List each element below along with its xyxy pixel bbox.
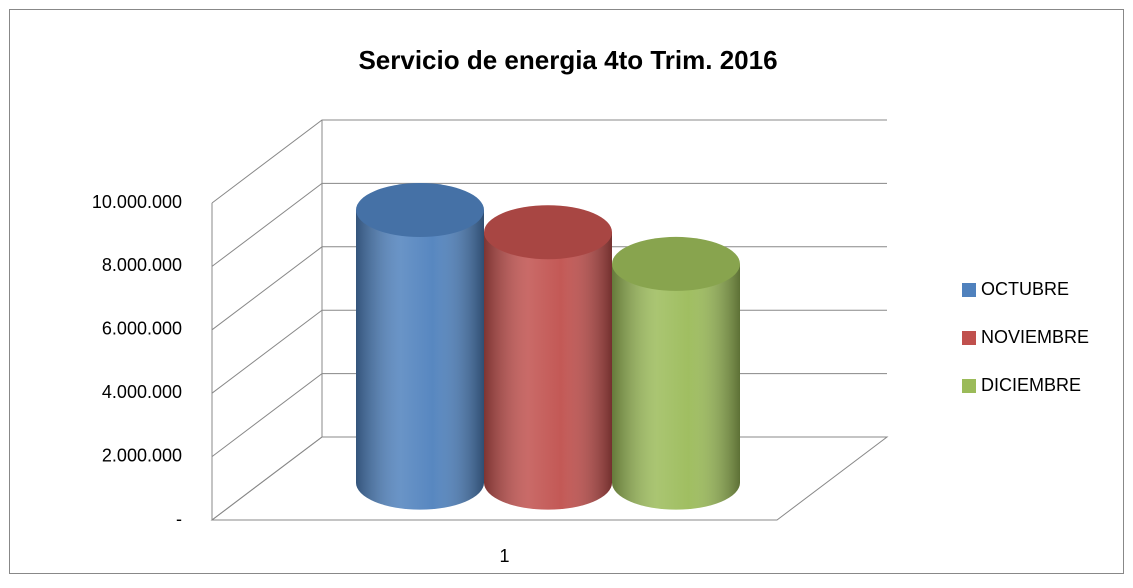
grid-line bbox=[211, 182, 887, 267]
legend-label: DICIEMBRE bbox=[981, 375, 1081, 395]
bar-shade bbox=[356, 210, 484, 510]
legend-label: NOVIEMBRE bbox=[981, 327, 1089, 347]
bar-shade bbox=[612, 263, 740, 510]
y-tick-label: 8.000.000 bbox=[102, 255, 182, 275]
bar bbox=[612, 236, 740, 510]
legend-label: OCTUBRE bbox=[981, 279, 1069, 299]
y-tick-label: 10.000.000 bbox=[92, 192, 182, 212]
bar-top-shade bbox=[356, 183, 484, 238]
bar-top-shade bbox=[612, 236, 740, 291]
bar-top bbox=[356, 183, 484, 238]
grid-line bbox=[211, 119, 887, 204]
y-tick-label: - bbox=[176, 509, 182, 529]
y-tick-label: 6.000.000 bbox=[102, 319, 182, 339]
y-tick-label: 4.000.000 bbox=[102, 382, 182, 402]
bar-top bbox=[612, 236, 740, 291]
y-tick-label: 2.000.000 bbox=[102, 445, 182, 465]
legend-swatch bbox=[962, 283, 976, 297]
legend-swatch bbox=[962, 331, 976, 345]
chart-title: Servicio de energia 4to Trim. 2016 bbox=[358, 45, 777, 75]
bar-shade bbox=[484, 232, 612, 510]
bar bbox=[484, 205, 612, 510]
bar-top bbox=[484, 205, 612, 260]
legend-swatch bbox=[962, 379, 976, 393]
bar-top-shade bbox=[484, 205, 612, 260]
bar bbox=[356, 183, 484, 510]
x-tick-label: 1 bbox=[499, 546, 509, 566]
